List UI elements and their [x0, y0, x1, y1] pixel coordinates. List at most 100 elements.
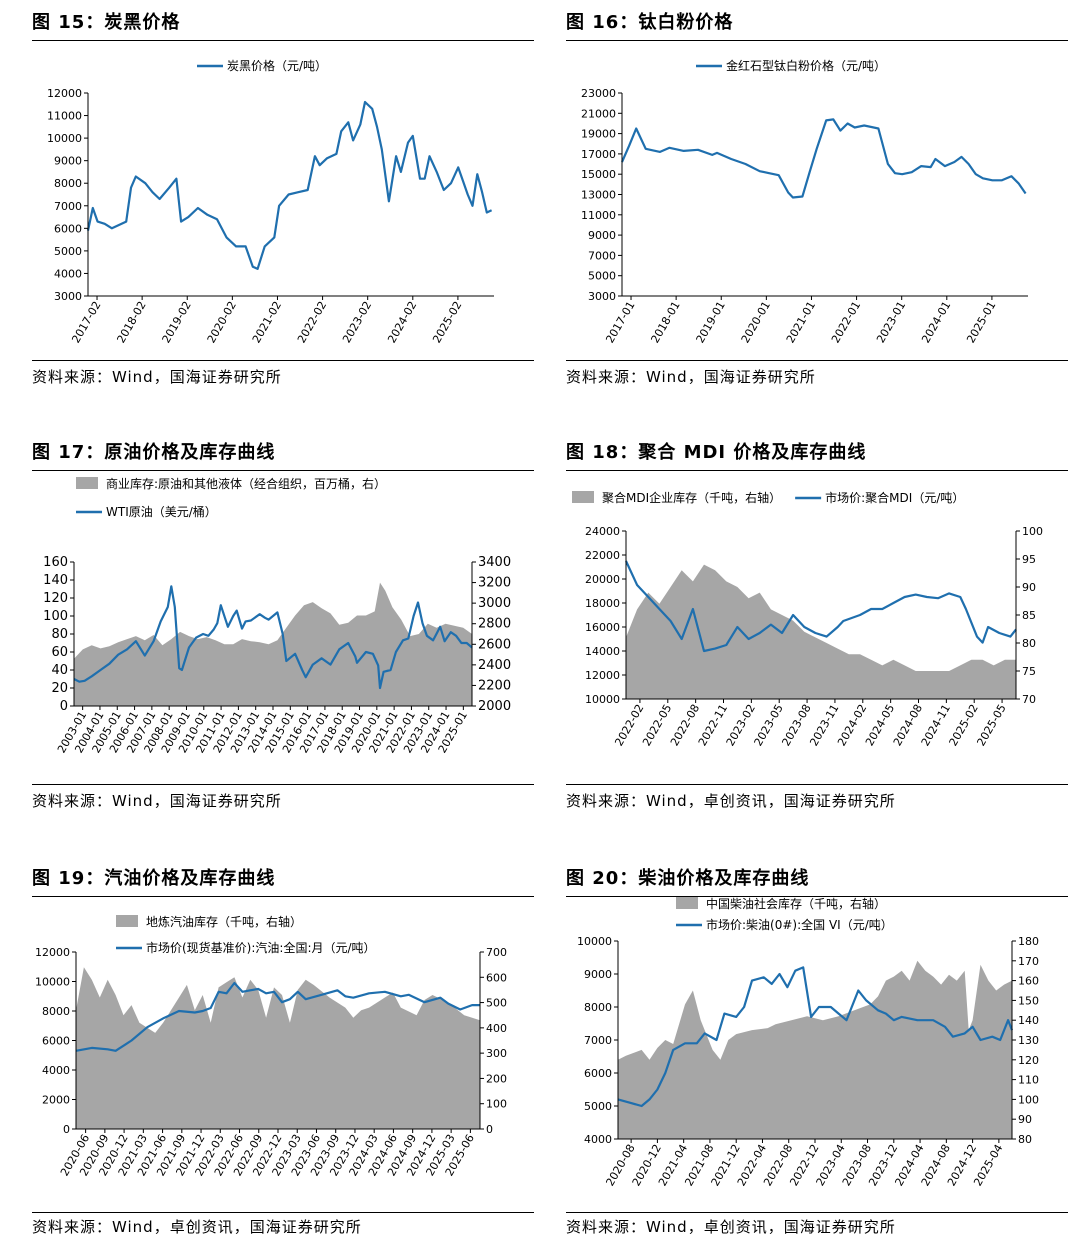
y-tick-label: 11000: [47, 110, 82, 123]
figure-title: 图 15：炭黑价格: [32, 12, 181, 33]
series-area-0: [74, 582, 472, 706]
y-tick-label: 9000: [588, 229, 616, 242]
x-tick-label: 2020-02: [205, 299, 239, 345]
y2-tick-label: 100: [486, 1098, 507, 1111]
y2-tick-label: 80: [1018, 1133, 1032, 1146]
y2-tick-label: 85: [1022, 609, 1036, 622]
title-rule: [566, 896, 1068, 897]
carbon-black-price-chart: 3000 4000 5000 6000 7000 8000 9000 10000 11000 12…: [47, 58, 494, 345]
x-tick-label: 2019-01: [694, 299, 728, 345]
titanium-dioxide-price-chart: 3000 5000 7000 9000 11000 13000 15000 17000 1900…: [581, 58, 1028, 345]
x-tick-label: 2020-01: [739, 299, 773, 345]
crude-oil-price-inventory-chart: 0 20 40 60 80 100 120 140 160 2000 2200 2400 2600 280…: [43, 476, 511, 755]
y2-tick-label: 100: [1018, 1093, 1039, 1106]
x-tick-label: 2019-02: [160, 299, 194, 345]
series-area-0: [618, 960, 1012, 1139]
x-tick-label: 2023-02: [340, 299, 374, 345]
y2-tick-label: 180: [1018, 935, 1039, 948]
figure-title: 图 17：原油价格及库存曲线: [32, 442, 276, 463]
y-tick-label: 8000: [54, 177, 82, 190]
x-tick-label: 2018-01: [648, 299, 682, 345]
legend-label: 市场价(现货基准价):汽油:全国:月（元/吨）: [146, 940, 376, 955]
y2-tick-label: 2800: [478, 617, 511, 632]
figure-15: 图 15：炭黑价格 3000 4000 5000 6000 7000 8000 9000 10…: [32, 8, 534, 398]
y-tick-label: 7000: [54, 200, 82, 213]
y-tick-label: 10000: [35, 976, 70, 989]
y2-tick-label: 500: [486, 997, 507, 1010]
mdi-price-inventory-chart: 10000 12000 14000 16000 18000 20000 22000 24000…: [572, 490, 1043, 748]
y2-tick-label: 700: [486, 946, 507, 959]
y-tick-label: 12000: [585, 669, 620, 682]
y-tick-label: 22000: [585, 549, 620, 562]
source-rule: [566, 360, 1068, 361]
source-rule: [32, 784, 534, 785]
y-tick-label: 9000: [54, 155, 82, 168]
y-tick-label: 5000: [584, 1100, 612, 1113]
source-note: 资料来源：Wind，卓创资讯，国海证券研究所: [566, 1218, 896, 1236]
y-tick-label: 12000: [47, 87, 82, 100]
y-tick-label: 40: [51, 663, 68, 678]
series-area-0: [76, 967, 480, 1129]
y-tick-label: 2000: [42, 1094, 70, 1107]
source-note: 资料来源：Wind，卓创资讯，国海证券研究所: [32, 1218, 362, 1236]
x-tick-label: 2024-02: [385, 299, 419, 345]
source-note: 资料来源：Wind，国海证券研究所: [32, 368, 282, 386]
y-tick-label: 60: [51, 645, 68, 660]
y-tick-label: 0: [60, 699, 68, 714]
y2-tick-label: 2600: [478, 637, 511, 652]
y2-tick-label: 140: [1018, 1014, 1039, 1027]
y2-tick-label: 400: [486, 1022, 507, 1035]
figure-title: 图 16：钛白粉价格: [566, 12, 734, 33]
y-tick-label: 8000: [42, 1005, 70, 1018]
y2-tick-label: 170: [1018, 955, 1039, 968]
y-tick-label: 18000: [585, 597, 620, 610]
y-tick-label: 23000: [581, 87, 616, 100]
y-tick-label: 9000: [584, 968, 612, 981]
y-tick-label: 12000: [35, 946, 70, 959]
y2-tick-label: 130: [1018, 1034, 1039, 1047]
figure-16: 图 16：钛白粉价格 3000 5000 7000 9000 11000 13000 150…: [566, 8, 1068, 398]
figure-19: 图 19：汽油价格及库存曲线 0 2000 4000 6000 8000 10000 120…: [32, 864, 534, 1242]
legend-label: 中国柴油社会库存（千吨，右轴）: [706, 896, 886, 911]
figure-title: 图 19：汽油价格及库存曲线: [32, 868, 276, 889]
y2-tick-label: 2000: [478, 699, 511, 714]
x-tick-label: 2017-01: [603, 299, 637, 345]
x-tick-label: 2024-01: [919, 299, 953, 345]
title-rule: [566, 40, 1068, 41]
y-tick-label: 4000: [584, 1133, 612, 1146]
y-tick-label: 5000: [588, 270, 616, 283]
y2-tick-label: 200: [486, 1072, 507, 1085]
y-tick-label: 6000: [584, 1067, 612, 1080]
x-tick-label: 2023-01: [874, 299, 908, 345]
figure-18: 图 18：聚合 MDI 价格及库存曲线 10000 12000 14000 16000…: [566, 438, 1068, 828]
y-tick-label: 11000: [581, 209, 616, 222]
source-note: 资料来源：Wind，国海证券研究所: [566, 368, 816, 386]
y-tick-label: 160: [43, 555, 68, 570]
y-tick-label: 4000: [54, 267, 82, 280]
gasoline-price-inventory-chart: 0 2000 4000 6000 8000 10000 12000 0 100 200 300 400…: [35, 914, 507, 1178]
series-line-0: [620, 118, 1027, 199]
y-tick-label: 24000: [585, 525, 620, 538]
source-rule: [566, 1212, 1068, 1213]
y-tick-label: 20: [51, 681, 68, 696]
y-tick-label: 10000: [47, 132, 82, 145]
y-tick-label: 16000: [585, 621, 620, 634]
legend-label: 金红石型钛白粉价格（元/吨）: [726, 58, 886, 73]
y2-tick-label: 2400: [478, 658, 511, 673]
y-tick-label: 7000: [588, 249, 616, 262]
y2-tick-label: 90: [1022, 581, 1036, 594]
y-tick-label: 14000: [585, 645, 620, 658]
y-tick-label: 4000: [42, 1064, 70, 1077]
y-tick-label: 80: [51, 627, 68, 642]
x-tick-label: 2025-02: [430, 299, 464, 345]
legend-swatch-area: [76, 477, 98, 489]
y-tick-label: 20000: [585, 573, 620, 586]
y-tick-label: 140: [43, 573, 68, 588]
figure-20: 图 20：柴油价格及库存曲线 4000 5000 6000 7000 8000 9000 1…: [566, 864, 1068, 1242]
x-tick-label: 2025-01: [964, 299, 998, 345]
x-tick-label: 2022-01: [829, 299, 863, 345]
x-tick-label: 2021-01: [784, 299, 818, 345]
x-tick-label: 2022-02: [295, 299, 329, 345]
diesel-price-inventory-chart: 4000 5000 6000 7000 8000 9000 10000 80 90 100 110 1…: [577, 896, 1039, 1188]
y-tick-label: 120: [43, 591, 68, 606]
